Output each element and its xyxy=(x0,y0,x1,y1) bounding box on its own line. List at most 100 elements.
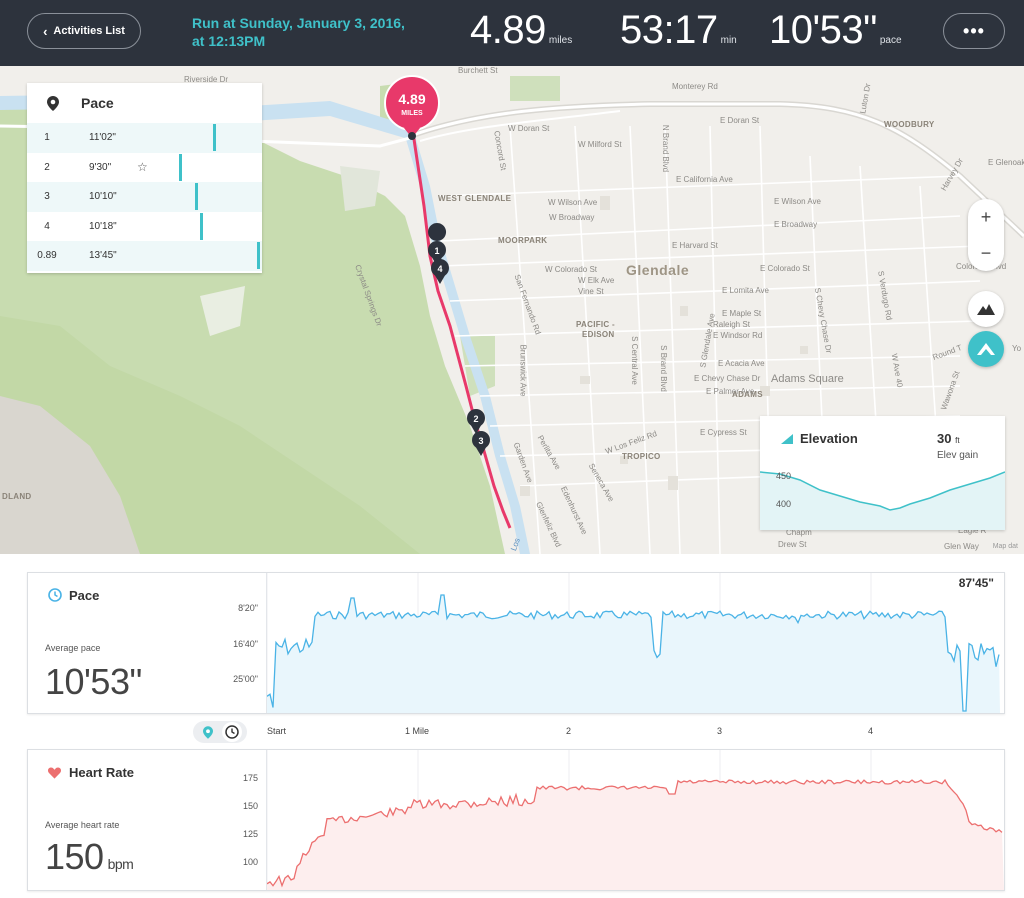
map-label-w-doran-st: W Doran St xyxy=(508,124,550,133)
map-label-e-wilson-ave: E Wilson Ave xyxy=(774,197,821,206)
map-label-drew-st: Drew St xyxy=(778,540,807,549)
elevation-gain: 30 ft xyxy=(937,431,960,446)
split-pace-bar xyxy=(257,242,260,269)
terrain-button[interactable] xyxy=(968,291,1004,327)
pace-max-label: 87'45" xyxy=(958,576,994,590)
route-map[interactable]: 1 4 2 3 4.89 MILES Glendale Adams Square… xyxy=(0,66,1024,554)
map-label-vine-st: Vine St xyxy=(578,287,604,296)
map-label-e-windsor-rd: E Windsor Rd xyxy=(713,331,763,340)
run-title-line2: at 12:13PM xyxy=(192,33,266,49)
pace-line-chart[interactable] xyxy=(267,573,1004,713)
elevation-tick-400: 400 xyxy=(776,499,791,509)
heart-rate-series-line xyxy=(267,778,1003,888)
more-options-button[interactable]: ••• xyxy=(943,13,1005,49)
mile-marker-4[interactable]: 4 xyxy=(431,259,449,284)
mile-marker-1[interactable]: 1 xyxy=(428,223,447,266)
heart-ytick-175: 175 xyxy=(242,773,258,783)
pace-chart-card: Pace Average pace 10'53" 8'20" 16'40" 25… xyxy=(27,572,1005,714)
zoom-out-button[interactable]: − xyxy=(980,242,992,263)
time-mode-option[interactable] xyxy=(222,722,242,742)
pace-splits-panel: Pace 1 11'02" 2 9'30" ☆ 3 10'10" 4 10'18" 0.89 13'… xyxy=(27,83,262,273)
average-heart-rate-unit: bpm xyxy=(107,856,134,872)
split-row[interactable]: 1 11'02" xyxy=(27,123,262,153)
pace-ytick-2: 16'40" xyxy=(233,639,258,649)
elevation-gain-unit: ft xyxy=(955,436,960,445)
pace-ytick-3: 25'00" xyxy=(233,674,258,684)
heart-rate-summary: Heart Rate Average heart rate 150 bpm 175… xyxy=(28,750,267,890)
elevation-tick-450: 450 xyxy=(776,471,791,481)
pace-value: 10'53" xyxy=(769,8,877,52)
map-credit: Map dat xyxy=(992,543,1018,550)
total-distance-value: 4.89 xyxy=(398,91,425,107)
map-label-riverside-dr: Riverside Dr xyxy=(184,75,229,84)
mile-marker-1-label: 1 xyxy=(434,246,439,256)
distance-value: 4.89 xyxy=(470,8,546,52)
map-label-woodbury: WOODBURY xyxy=(884,120,935,129)
activities-list-button[interactable]: ‹ Activities List xyxy=(27,13,141,49)
map-label-e-broadway: E Broadway xyxy=(774,220,818,229)
map-label-w-elk-ave: W Elk Ave xyxy=(578,276,615,285)
map-label-monterey-rd: Monterey Rd xyxy=(672,82,718,91)
location-pin-icon xyxy=(47,95,59,111)
map-label-yo: Yo xyxy=(1012,344,1022,353)
axis-mode-toggle[interactable] xyxy=(193,721,247,743)
map-label-adams-square: Adams Square xyxy=(771,373,844,385)
clock-icon xyxy=(48,588,62,602)
elevation-mountain-icon xyxy=(977,343,995,355)
split-pace-bar xyxy=(199,212,203,240)
map-label-e-california-ave: E California Ave xyxy=(676,175,733,184)
map-label-brunswick-ave: Brunswick Ave xyxy=(518,344,528,397)
split-mile: 3 xyxy=(44,191,50,203)
xtick-start: Start xyxy=(267,726,287,736)
pace-chart-summary: Pace Average pace 10'53" 8'20" 16'40" 25… xyxy=(28,573,267,713)
distance-stat: 4.89 miles xyxy=(470,8,572,53)
pace-chart-title: Pace xyxy=(69,588,100,603)
split-pace: 9'30" xyxy=(89,161,112,173)
distance-axis: Start 1 Mile 2 3 4 xyxy=(0,715,1024,749)
map-label-raleigh-st: Raleigh St xyxy=(713,320,750,329)
map-label-eagle-r: Eagle R xyxy=(958,526,987,535)
map-label-dland: DLAND xyxy=(2,492,32,501)
split-pace-bar xyxy=(195,183,199,210)
split-row[interactable]: 2 9'30" ☆ xyxy=(27,153,262,183)
split-pace: 13'45" xyxy=(89,250,117,262)
heart-icon xyxy=(48,767,61,779)
elevation-icon xyxy=(781,434,793,444)
heart-rate-area xyxy=(267,780,1004,890)
mile-marker-2[interactable]: 2 xyxy=(467,409,485,434)
average-pace-value: 10'53" xyxy=(45,661,142,702)
mountain-icon xyxy=(977,304,995,315)
map-label-w-milford-st: W Milford St xyxy=(578,140,622,149)
mile-marker-3-label: 3 xyxy=(478,436,483,446)
average-heart-rate: 150 bpm xyxy=(45,836,134,878)
heart-ytick-100: 100 xyxy=(242,857,258,867)
pace-stat: 10'53" pace xyxy=(769,8,902,53)
map-label-burchett-st: Burchett St xyxy=(458,66,498,75)
average-pace-label: Average pace xyxy=(45,643,101,653)
elevation-gain-value: 30 xyxy=(937,431,952,446)
elevation-toggle-button[interactable] xyxy=(968,331,1004,367)
split-row[interactable]: 4 10'18" xyxy=(27,212,262,242)
map-label-glendale: Glendale xyxy=(626,262,690,278)
map-label-e-maple-st: E Maple St xyxy=(722,309,762,318)
map-label-w-wilson-ave: W Wilson Ave xyxy=(548,198,598,207)
total-distance-unit: MILES xyxy=(401,110,423,117)
split-pace-bar xyxy=(178,153,182,181)
split-pace-bar xyxy=(213,124,217,151)
map-label-e-doran-st: E Doran St xyxy=(720,116,760,125)
distance-mode-option[interactable] xyxy=(198,722,218,742)
heart-rate-line-chart[interactable] xyxy=(267,750,1004,890)
pace-unit: pace xyxy=(879,35,902,46)
mile-marker-3[interactable]: 3 xyxy=(472,431,490,456)
elevation-title: Elevation xyxy=(800,431,858,446)
split-row[interactable]: 3 10'10" xyxy=(27,182,262,212)
mile-marker-2-label: 2 xyxy=(473,414,478,424)
total-distance-marker[interactable]: 4.89 MILES xyxy=(384,75,440,140)
zoom-in-button[interactable]: + xyxy=(980,206,992,227)
run-title-line1: Run at Sunday, January 3, 2016, xyxy=(192,15,405,31)
pace-ytick-1: 8'20" xyxy=(238,603,258,613)
mile-marker-4-label: 4 xyxy=(437,264,442,274)
map-label-e-cypress-st: E Cypress St xyxy=(700,428,747,437)
split-mile: 0.89 xyxy=(37,250,57,262)
split-row[interactable]: 0.89 13'45" xyxy=(27,241,262,271)
